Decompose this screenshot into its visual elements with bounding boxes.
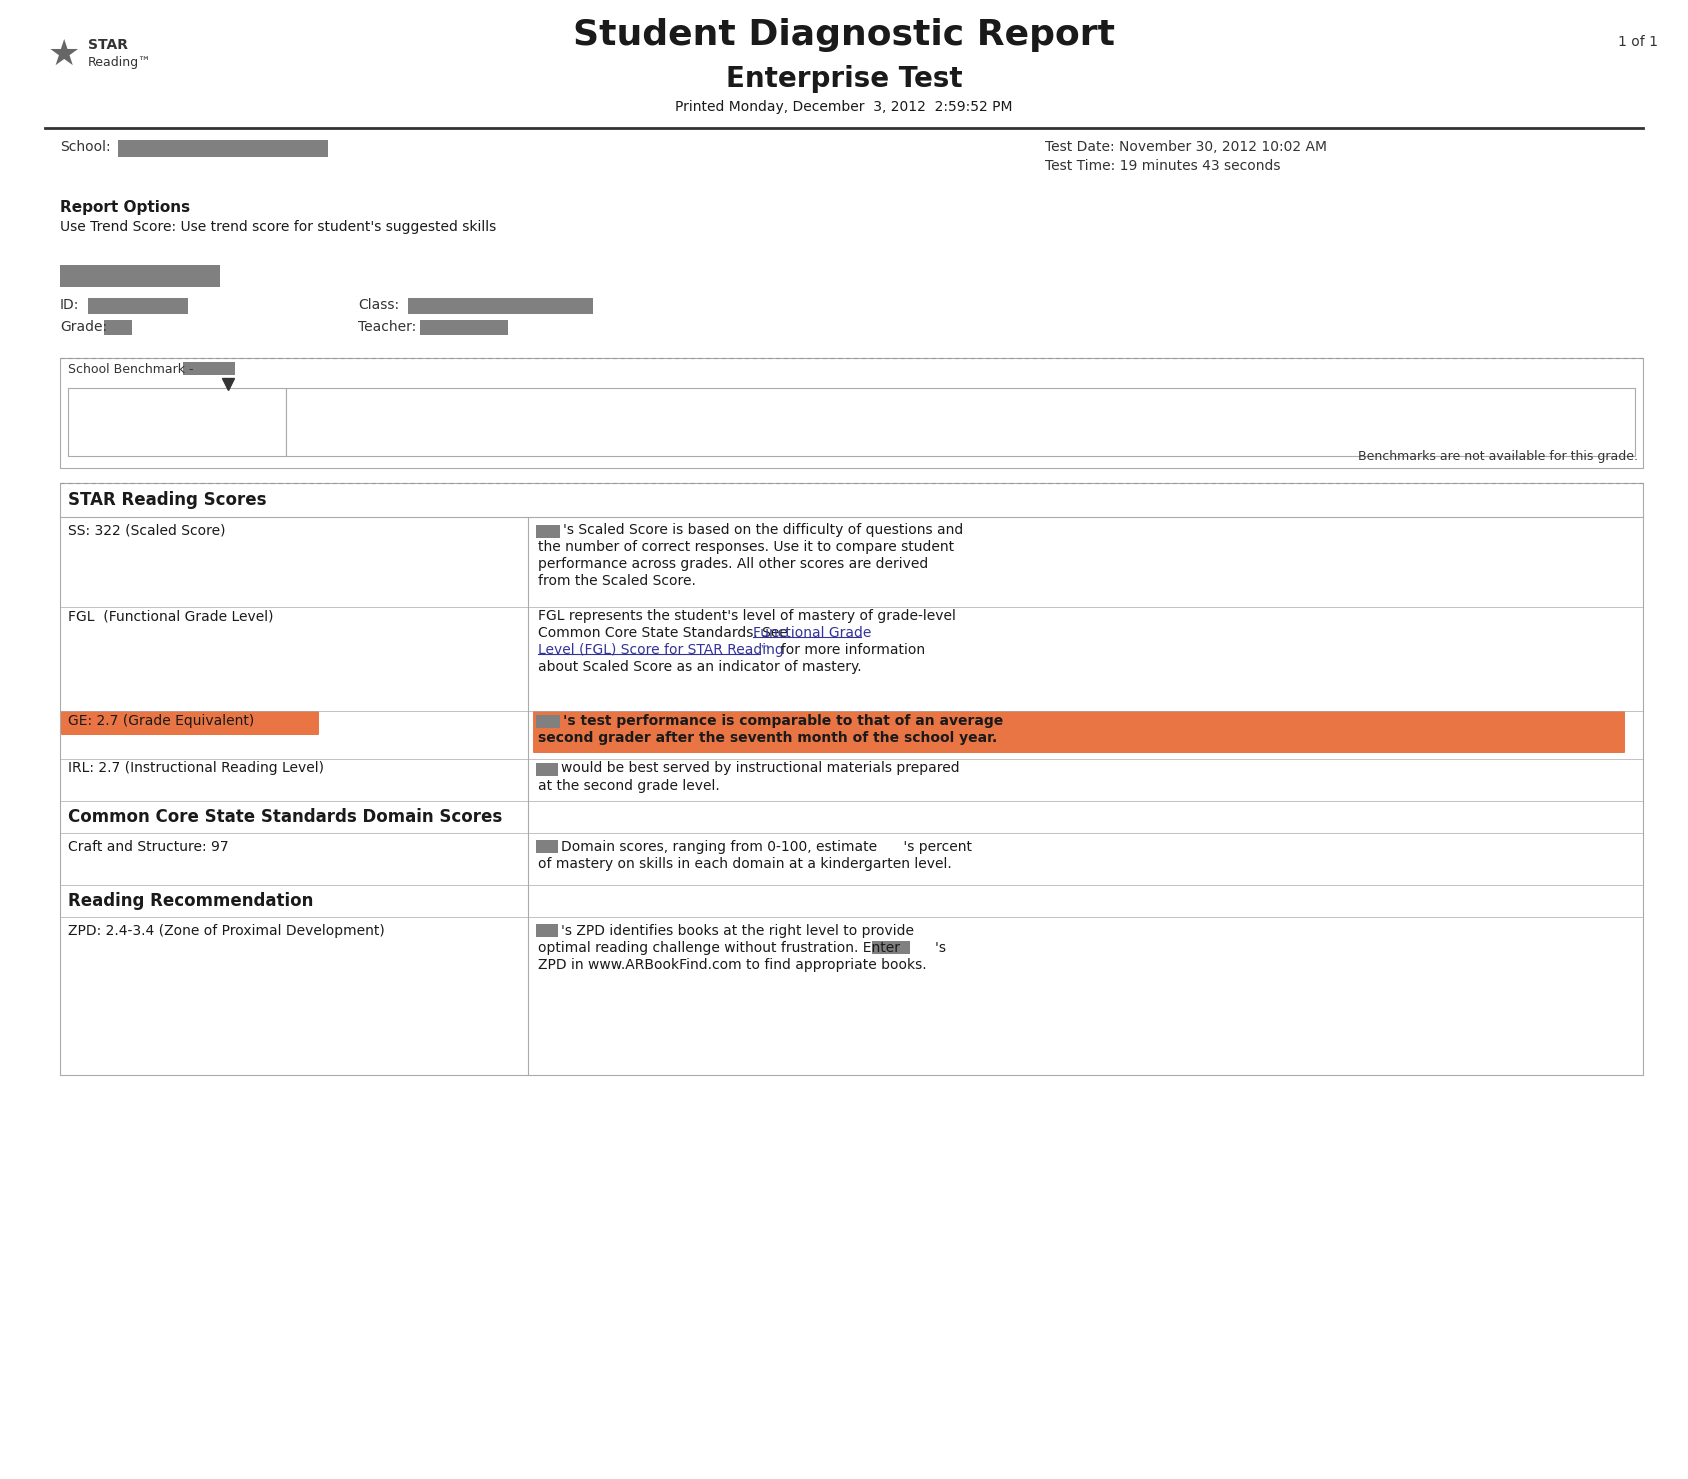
Text: Class:: Class: <box>358 297 398 312</box>
Text: ZPD: 2.4-3.4 (Zone of Proximal Development): ZPD: 2.4-3.4 (Zone of Proximal Developme… <box>68 924 385 938</box>
Text: optimal reading challenge without frustration. Enter        's: optimal reading challenge without frustr… <box>538 941 945 955</box>
Bar <box>537 924 559 938</box>
Bar <box>420 319 508 336</box>
Text: would be best served by instructional materials prepared: would be best served by instructional ma… <box>560 762 959 775</box>
Text: 1 of 1: 1 of 1 <box>1619 35 1658 49</box>
Text: FGL represents the student's level of mastery of grade-level: FGL represents the student's level of ma… <box>538 609 955 623</box>
Text: Reading Recommendation: Reading Recommendation <box>68 892 314 910</box>
Text: Teacher:: Teacher: <box>358 319 417 334</box>
Text: Test Time: 19 minutes 43 seconds: Test Time: 19 minutes 43 seconds <box>1045 160 1281 173</box>
Text: the number of correct responses. Use it to compare student: the number of correct responses. Use it … <box>538 540 954 555</box>
Text: FGL  (Functional Grade Level): FGL (Functional Grade Level) <box>68 609 273 623</box>
Text: Common Core State Standards. See: Common Core State Standards. See <box>538 626 792 640</box>
Text: of mastery on skills in each domain at a kindergarten level.: of mastery on skills in each domain at a… <box>538 856 952 871</box>
Text: Report Options: Report Options <box>61 200 191 214</box>
Text: about Scaled Score as an indicator of mastery.: about Scaled Score as an indicator of ma… <box>538 660 861 674</box>
Bar <box>118 141 327 157</box>
Text: Reading™: Reading™ <box>88 56 152 70</box>
Text: ™: ™ <box>760 643 770 654</box>
Bar <box>537 840 559 853</box>
Text: ★: ★ <box>47 38 81 72</box>
Text: Common Core State Standards Domain Scores: Common Core State Standards Domain Score… <box>68 808 503 825</box>
Text: IRL: 2.7 (Instructional Reading Level): IRL: 2.7 (Instructional Reading Level) <box>68 762 324 775</box>
Text: Printed Monday, December  3, 2012  2:59:52 PM: Printed Monday, December 3, 2012 2:59:52… <box>675 101 1013 114</box>
Text: SS: 322 (Scaled Score): SS: 322 (Scaled Score) <box>68 524 226 537</box>
Text: Benchmarks are not available for this grade.: Benchmarks are not available for this gr… <box>1359 450 1637 463</box>
Text: performance across grades. All other scores are derived: performance across grades. All other sco… <box>538 558 928 571</box>
Text: 's test performance is comparable to that of an average: 's test performance is comparable to tha… <box>564 714 1003 728</box>
FancyBboxPatch shape <box>533 711 1626 753</box>
Text: Domain scores, ranging from 0-100, estimate      's percent: Domain scores, ranging from 0-100, estim… <box>560 840 972 853</box>
Bar <box>105 319 132 336</box>
Bar <box>285 387 1636 456</box>
Bar <box>61 484 1642 1075</box>
Text: second grader after the seventh month of the school year.: second grader after the seventh month of… <box>538 731 998 745</box>
FancyBboxPatch shape <box>61 711 319 735</box>
Text: School Benchmark -: School Benchmark - <box>68 362 194 376</box>
Bar <box>408 297 592 314</box>
Text: School:: School: <box>61 141 111 154</box>
Text: at the second grade level.: at the second grade level. <box>538 779 719 793</box>
Text: Level (FGL) Score for STAR Reading: Level (FGL) Score for STAR Reading <box>538 643 783 657</box>
Text: Grade:: Grade: <box>61 319 106 334</box>
Text: Enterprise Test: Enterprise Test <box>726 65 962 93</box>
Text: STAR Reading Scores: STAR Reading Scores <box>68 491 267 509</box>
Text: from the Scaled Score.: from the Scaled Score. <box>538 574 695 589</box>
Text: GE: 2.7 (Grade Equivalent): GE: 2.7 (Grade Equivalent) <box>68 714 255 728</box>
Text: 's Scaled Score is based on the difficulty of questions and: 's Scaled Score is based on the difficul… <box>564 524 964 537</box>
Text: Craft and Structure: 97: Craft and Structure: 97 <box>68 840 228 853</box>
Text: ZPD in www.ARBookFind.com to find appropriate books.: ZPD in www.ARBookFind.com to find approp… <box>538 958 927 972</box>
Text: ID:: ID: <box>61 297 79 312</box>
Text: STAR: STAR <box>88 38 128 52</box>
Bar <box>61 265 219 287</box>
Bar <box>873 941 910 954</box>
Bar <box>537 763 559 776</box>
Bar <box>537 525 560 538</box>
Bar <box>68 387 285 456</box>
Bar <box>182 362 235 376</box>
Text: Test Date: November 30, 2012 10:02 AM: Test Date: November 30, 2012 10:02 AM <box>1045 141 1327 154</box>
Bar <box>537 714 560 728</box>
Text: Use Trend Score: Use trend score for student's suggested skills: Use Trend Score: Use trend score for stu… <box>61 220 496 234</box>
Text: Student Diagnostic Report: Student Diagnostic Report <box>572 18 1116 52</box>
Bar <box>61 358 1642 467</box>
Text: 's ZPD identifies books at the right level to provide: 's ZPD identifies books at the right lev… <box>560 924 913 938</box>
Bar <box>88 297 187 314</box>
Text: for more information: for more information <box>771 643 925 657</box>
Text: Functional Grade: Functional Grade <box>753 626 871 640</box>
